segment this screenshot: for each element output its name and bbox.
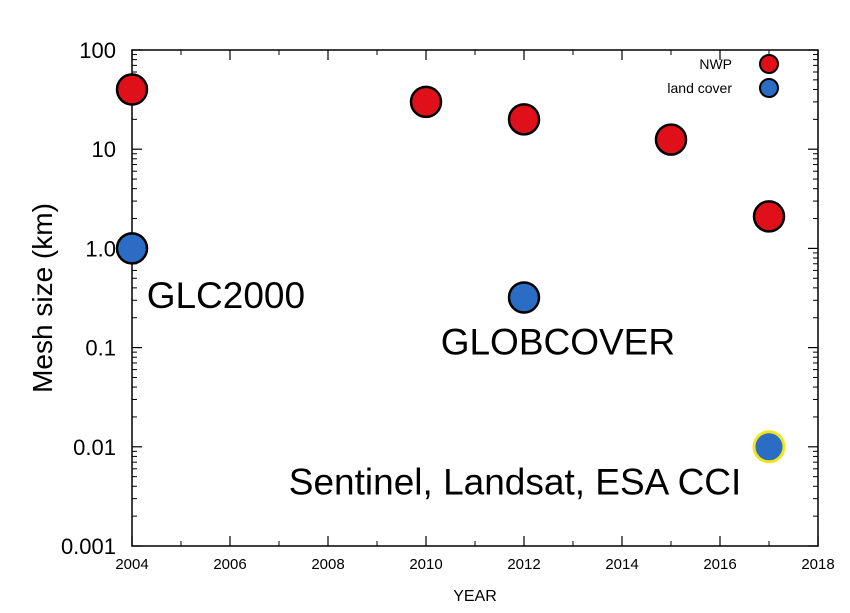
y-tick-label: 100 [79, 38, 116, 63]
annotation-label: GLOBCOVER [441, 322, 675, 363]
nwp-point [115, 73, 149, 106]
x-tick-label: 2004 [115, 556, 148, 573]
x-axis-label: YEAR [453, 588, 497, 605]
data-points [115, 73, 786, 464]
legend-marker [759, 54, 779, 74]
annotation-label: Sentinel, Landsat, ESA CCI [289, 462, 742, 503]
x-tick-label: 2014 [605, 556, 638, 573]
x-tick-label: 2010 [409, 556, 442, 573]
x-tick-label: 2016 [703, 556, 736, 573]
land-cover-point [752, 430, 786, 464]
legend: NWP land cover [667, 54, 779, 98]
legend-marker [759, 78, 779, 98]
legend-label: land cover [667, 80, 732, 96]
land-cover-point [507, 281, 541, 314]
x-tick-label: 2012 [507, 556, 540, 573]
x-axis: 2004 2006 2008 2010 2012 2014 2016 2018 [115, 50, 835, 573]
nwp-point [507, 103, 541, 136]
x-tick-label: 2006 [213, 556, 246, 573]
y-tick-label: 0.001 [61, 534, 116, 559]
y-tick-label: 10 [92, 137, 116, 162]
nwp-point [654, 123, 688, 156]
x-tick-label: 2008 [311, 556, 344, 573]
y-tick-label: 0.1 [85, 336, 116, 361]
x-tick-label: 2018 [801, 556, 834, 573]
annotations: GLC2000 GLOBCOVER Sentinel, Landsat, ESA C… [147, 275, 742, 502]
nwp-point [409, 85, 443, 119]
y-tick-label: 1.0 [85, 236, 116, 261]
y-tick-label: 0.01 [73, 435, 116, 460]
land-cover-point [115, 232, 149, 265]
y-axis: 100 10 1.0 0.1 0.01 0.001 [61, 38, 818, 559]
y-axis-label: Mesh size (km) [27, 203, 58, 393]
legend-label: NWP [699, 56, 732, 72]
annotation-label: GLC2000 [147, 275, 305, 316]
nwp-point [752, 200, 786, 233]
